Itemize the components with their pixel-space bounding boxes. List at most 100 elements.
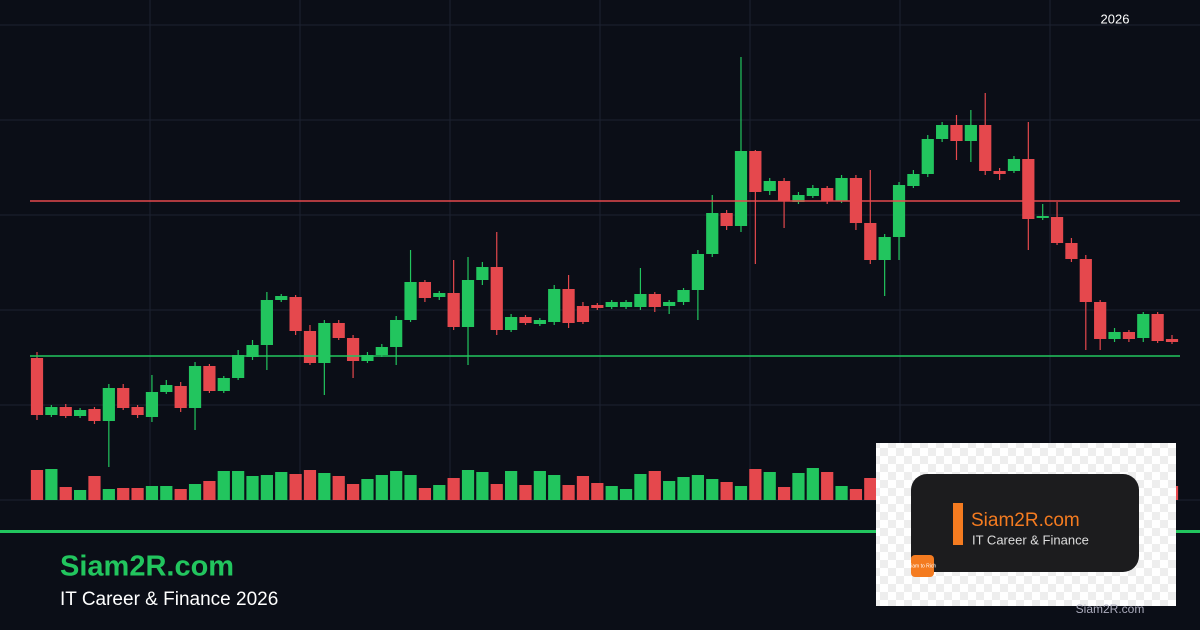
volume-bar (203, 481, 216, 500)
candle-body (275, 296, 288, 300)
grid (0, 0, 1200, 501)
volume-bar (720, 482, 733, 500)
candle-body (878, 237, 891, 260)
logo-brand: Siam2R.com (971, 510, 1080, 531)
footer-tagline: IT Career & Finance 2026 (60, 589, 278, 610)
candle-body (1165, 339, 1179, 342)
candle-body (160, 385, 173, 392)
candle-body (777, 181, 791, 201)
volume-bar (864, 478, 877, 500)
volume-bar (505, 471, 518, 500)
candle-body (1065, 243, 1078, 259)
logo-icon-text: Siam to Rich (908, 563, 937, 569)
year-label: 2026 (1101, 11, 1130, 26)
volume-bar (648, 471, 661, 500)
volume-bar (591, 483, 604, 500)
volume-bar (404, 475, 417, 500)
volume-bar (706, 479, 719, 500)
logo-bar (953, 503, 963, 545)
volume-bar (260, 475, 273, 500)
candle-body (749, 151, 762, 192)
volume-bar (131, 488, 144, 500)
volume-bar (160, 486, 173, 500)
candle-body (1007, 159, 1021, 171)
candle-body (1022, 159, 1035, 219)
candle-body (792, 195, 805, 202)
candle-body (1050, 217, 1064, 243)
candle-body (921, 139, 934, 174)
volume-bar (318, 473, 331, 500)
candle-body (979, 125, 992, 171)
candle-body (864, 223, 877, 260)
volume-bar (806, 468, 819, 500)
candle-body (361, 355, 374, 361)
volume-bar (447, 478, 460, 500)
candle-body (260, 300, 273, 345)
candle-body (706, 213, 719, 254)
volume-bar (490, 484, 503, 500)
volume-bar (548, 475, 561, 500)
candle-body (533, 320, 546, 324)
candle-body (1036, 216, 1049, 218)
candle-body (907, 174, 920, 186)
volume-bar (749, 469, 762, 500)
logo: Siam2R.com IT Career & Finance Siam to R… (876, 443, 1176, 606)
candle-body (433, 293, 446, 297)
volume-bar (246, 476, 259, 500)
volume-bar (691, 475, 704, 500)
candle-body (447, 293, 460, 327)
candle-body (548, 289, 561, 322)
candle-body (1137, 314, 1150, 338)
candle-body (720, 213, 733, 226)
volume-bar (332, 476, 345, 500)
volume-bar (605, 486, 618, 500)
volume-bar (519, 485, 532, 500)
volume-bar (821, 472, 834, 500)
volume-bar (390, 471, 403, 500)
candle-body (390, 320, 403, 347)
candle-body (605, 302, 618, 307)
candle-body (1108, 332, 1121, 339)
candle-body (950, 125, 963, 141)
volume-bar (663, 481, 676, 500)
candle-body (763, 181, 776, 191)
candle-body (505, 317, 518, 330)
volume-bar (835, 486, 848, 500)
volume-bar (777, 487, 791, 500)
candle-body (677, 290, 690, 302)
candle-body (576, 306, 590, 322)
volume-bar (346, 484, 360, 500)
volume-bar (188, 484, 202, 500)
watermark: Siam2R.com (1076, 602, 1145, 616)
candle-body (303, 331, 317, 363)
volume-bar (677, 477, 690, 500)
candle-body (964, 125, 977, 141)
candle-body (461, 280, 475, 327)
candle-body (404, 282, 417, 320)
volume-bar (117, 488, 130, 500)
candle-body (203, 366, 216, 391)
volume-bar (634, 474, 647, 500)
candle-body (1151, 314, 1164, 341)
volume-bar (734, 486, 748, 500)
volume-bar (375, 475, 388, 500)
candle-body (102, 388, 115, 421)
volume-bar (289, 474, 302, 500)
volume-bar (45, 469, 58, 500)
volume-bar (217, 471, 230, 500)
volume-bar (418, 488, 432, 500)
candle-body (619, 302, 633, 307)
candle-body (232, 355, 245, 378)
candle-body (663, 302, 676, 306)
volume-bar (476, 472, 489, 500)
volume-bar (619, 489, 633, 500)
candle-body (30, 358, 44, 415)
volume-bar (174, 489, 187, 500)
footer-brand: Siam2R.com (60, 551, 234, 583)
candle-body (375, 347, 388, 355)
candle-body (117, 388, 130, 408)
candle-body (188, 366, 202, 408)
candle-body (59, 407, 72, 416)
candle-body (1094, 302, 1107, 339)
